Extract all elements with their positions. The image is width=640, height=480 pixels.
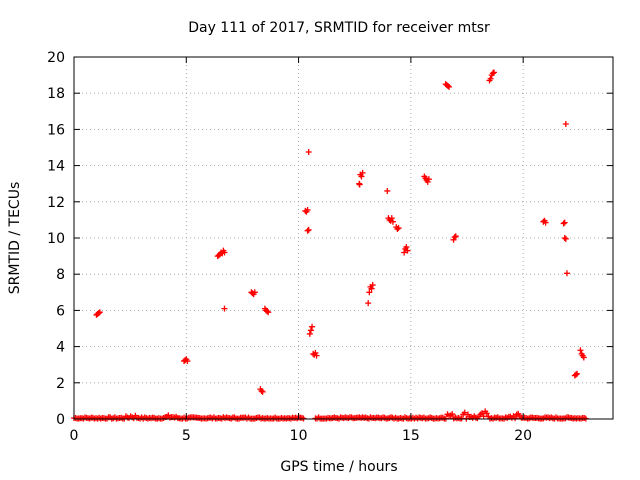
- data-point: [425, 176, 432, 183]
- data-point: [483, 410, 490, 417]
- data-point: [574, 370, 581, 377]
- data-point: [572, 371, 579, 378]
- data-point: [307, 327, 314, 334]
- data-point: [561, 219, 568, 226]
- data-point: [424, 178, 431, 185]
- data-point: [358, 173, 365, 180]
- data-point: [563, 270, 570, 277]
- data-point: [304, 206, 311, 213]
- data-point: [356, 181, 363, 188]
- data-point: [394, 225, 401, 232]
- data-point: [446, 83, 453, 90]
- data-point: [490, 69, 497, 76]
- x-tick-label: 5: [182, 428, 191, 444]
- data-point: [259, 388, 266, 395]
- y-tick-label: 12: [47, 195, 65, 211]
- data-point: [388, 215, 395, 222]
- data-point: [542, 219, 549, 226]
- data-point: [368, 285, 375, 292]
- x-tick-labels: 0 5 10 15 20: [70, 428, 533, 444]
- data-point: [96, 309, 103, 316]
- data-point: [395, 225, 402, 232]
- y-tick-labels: 0 2 4 6 8 10 12 14 16 18 20: [47, 50, 65, 428]
- x-tick-label: 20: [514, 428, 532, 444]
- data-point: [384, 187, 391, 194]
- data-point: [444, 82, 451, 89]
- y-tick-label: 10: [47, 231, 65, 247]
- data-point: [389, 218, 396, 225]
- data-point: [489, 70, 496, 77]
- y-tick-label: 18: [47, 86, 65, 102]
- data-point: [309, 323, 316, 330]
- y-tick-label: 8: [56, 267, 65, 283]
- data-point: [577, 347, 584, 354]
- axis-ticks: [73, 56, 613, 420]
- data-point: [313, 352, 320, 359]
- data-point: [487, 75, 494, 82]
- data-point: [306, 330, 313, 337]
- chart-title: Day 111 of 2017, SRMTID for receiver mts…: [188, 20, 490, 36]
- data-point: [450, 236, 457, 243]
- data-point: [512, 415, 519, 422]
- x-tick-label: 0: [70, 428, 79, 444]
- data-point: [305, 149, 312, 156]
- x-axis-label: GPS time / hours: [280, 459, 397, 475]
- data-point: [561, 235, 568, 241]
- data-point: [580, 354, 587, 361]
- data-point: [401, 249, 408, 256]
- data-point: [562, 120, 569, 127]
- data-point: [95, 310, 102, 317]
- data-point: [366, 289, 373, 296]
- data-points: [71, 69, 589, 422]
- data-point: [461, 409, 468, 416]
- y-axis-label: SRMTID / TECUs: [7, 182, 23, 295]
- data-point: [305, 226, 312, 233]
- data-point: [562, 235, 569, 242]
- data-point: [312, 349, 319, 356]
- data-point: [451, 234, 458, 241]
- y-tick-label: 4: [56, 340, 65, 356]
- grid-lines: [74, 57, 613, 419]
- data-point: [369, 282, 376, 289]
- y-tick-label: 20: [47, 50, 65, 66]
- y-tick-label: 2: [56, 376, 65, 392]
- data-point: [221, 305, 228, 312]
- data-point: [359, 169, 366, 176]
- data-point: [184, 358, 191, 365]
- data-point: [449, 411, 456, 418]
- data-point: [365, 300, 372, 307]
- y-tick-label: 14: [47, 159, 65, 175]
- data-point: [264, 308, 271, 315]
- data-point: [265, 309, 272, 316]
- y-tick-label: 6: [56, 303, 65, 319]
- data-point: [404, 247, 411, 254]
- data-point: [452, 233, 459, 240]
- data-point: [560, 220, 567, 227]
- x-tick-label: 15: [402, 428, 420, 444]
- data-point: [403, 244, 410, 251]
- data-point: [251, 289, 258, 296]
- x-tick-label: 10: [290, 428, 308, 444]
- data-point: [221, 249, 228, 256]
- data-point: [304, 227, 311, 234]
- data-point: [258, 387, 265, 394]
- y-tick-label: 0: [56, 412, 65, 428]
- y-tick-label: 16: [47, 122, 65, 138]
